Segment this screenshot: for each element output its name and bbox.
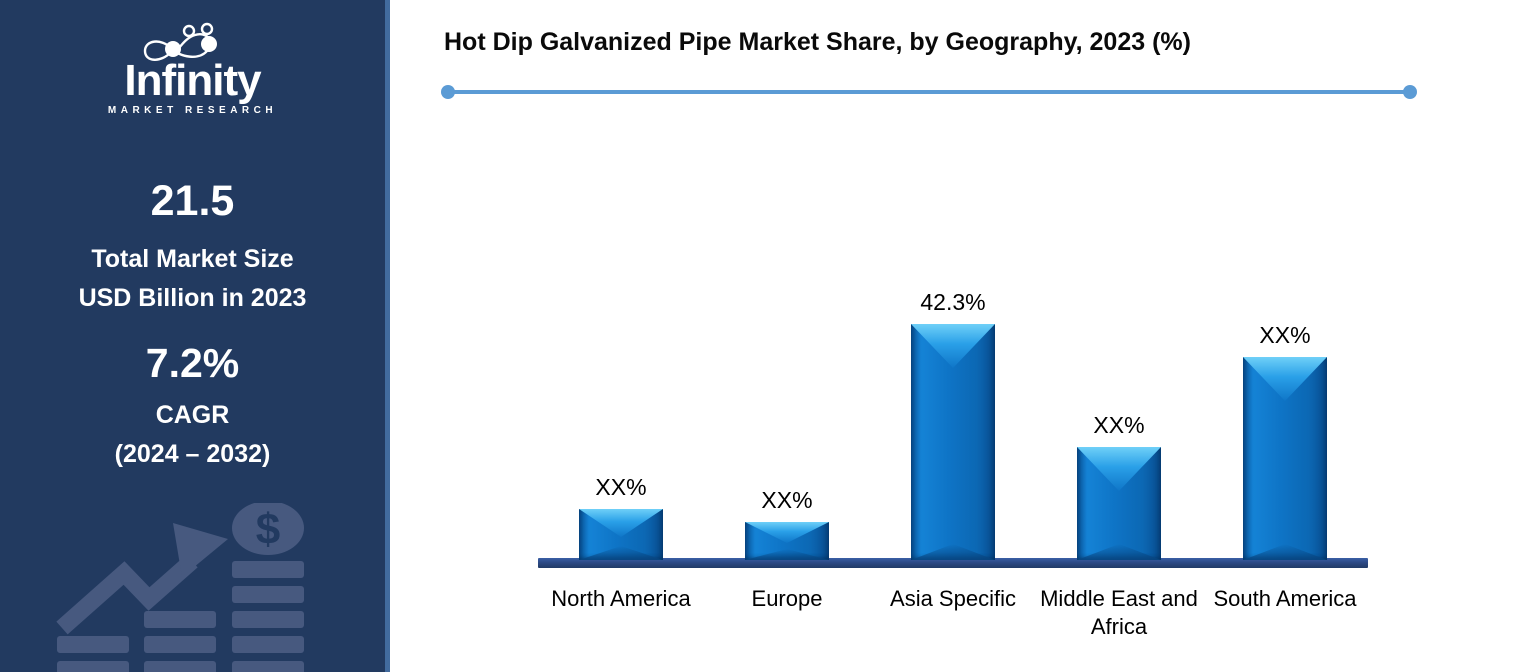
svg-text:$: $ xyxy=(256,505,280,554)
cagr-value: 7.2% xyxy=(145,340,240,386)
bar xyxy=(1243,357,1327,560)
title-divider xyxy=(441,85,1417,99)
bar-value-label: 42.3% xyxy=(920,289,986,315)
bar-value-label: XX% xyxy=(1093,412,1145,438)
bar-bevel-bottom xyxy=(1243,544,1327,560)
bar-bevel-top xyxy=(1077,447,1161,491)
bar-bevel-bottom xyxy=(911,544,995,560)
category-label: North America xyxy=(551,586,691,611)
bar-bevel-top xyxy=(579,509,663,537)
bar-group: XX% Europe xyxy=(704,0,870,672)
cagr-caption-line2: (2024 – 2032) xyxy=(114,440,271,468)
market-size-caption: Total Market Size USD Billion in 2023 xyxy=(0,240,385,318)
bar xyxy=(1077,447,1161,560)
main-panel: Hot Dip Galvanized Pipe Market Share, by… xyxy=(390,0,1530,672)
bar-group: XX% North America xyxy=(538,0,704,672)
divider-line xyxy=(448,90,1410,94)
category-label: Europe xyxy=(751,586,823,611)
cagr-caption-line1: CAGR xyxy=(155,401,230,429)
bar-bevel-top xyxy=(911,324,995,368)
bar xyxy=(579,509,663,560)
market-size-caption-line1: Total Market Size xyxy=(91,245,294,273)
category-label: Asia Specific xyxy=(890,586,1016,611)
market-size-caption-line2: USD Billion in 2023 xyxy=(78,284,307,312)
bar-value-label: XX% xyxy=(1259,322,1311,348)
sidebar-border xyxy=(385,0,390,672)
bar xyxy=(911,324,995,560)
bar-value-label: XX% xyxy=(595,474,647,500)
brand-name: Infinity xyxy=(124,56,261,105)
bar-bevel-top xyxy=(1243,357,1327,401)
brand-logo: Infinity MARKET RESEARCH xyxy=(0,22,385,116)
cagr-caption: CAGR (2024 – 2032) xyxy=(0,396,385,474)
sidebar: Infinity MARKET RESEARCH 21.5 Total Mark… xyxy=(0,0,385,672)
bar-bevel-bottom xyxy=(745,549,829,560)
growth-arrow-dollar-icon: $ xyxy=(56,503,304,672)
divider-dot-right-icon xyxy=(1403,85,1417,99)
bar-group: XX% South America xyxy=(1202,0,1368,672)
category-label: South America xyxy=(1213,586,1357,611)
bar-chart: XX% North America XX% Europe 42.3% Asia Speci… xyxy=(390,0,1530,672)
category-label: Middle East and Africa xyxy=(1040,586,1198,639)
bar-group: XX% Middle East and Africa xyxy=(1036,0,1202,672)
bar-group: 42.3% Asia Specific xyxy=(870,0,1036,672)
market-size-value: 21.5 xyxy=(150,177,235,225)
x-axis-line xyxy=(538,558,1368,568)
bar-bevel-bottom xyxy=(579,546,663,560)
bar-value-label: XX% xyxy=(761,487,813,513)
brand-tagline: MARKET RESEARCH xyxy=(107,105,278,116)
infinity-logo-icon xyxy=(143,22,217,61)
bar-bevel-bottom xyxy=(1077,544,1161,560)
chart-title: Hot Dip Galvanized Pipe Market Share, by… xyxy=(444,28,1191,56)
bar-bevel-top xyxy=(745,522,829,543)
bar xyxy=(745,522,829,560)
